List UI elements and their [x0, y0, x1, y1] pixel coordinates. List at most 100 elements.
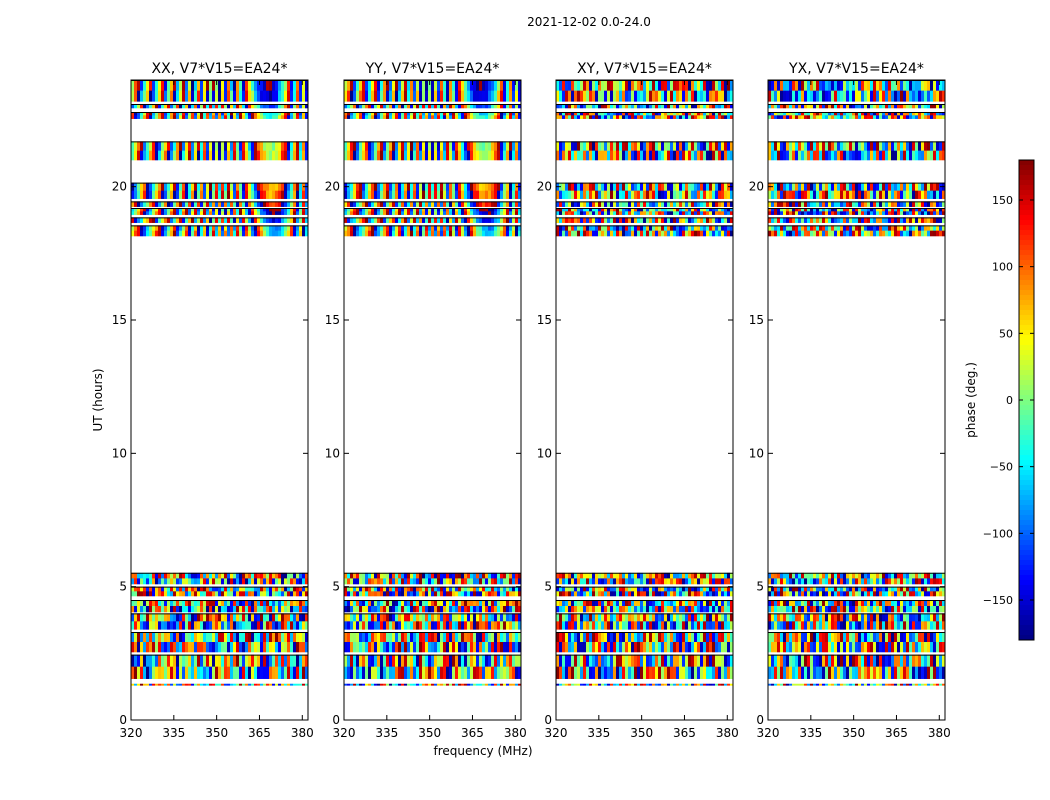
heatmap-cell	[233, 572, 236, 579]
heatmap-cell	[239, 104, 242, 109]
heatmap-cell	[353, 632, 356, 643]
heatmap-cell	[212, 230, 215, 237]
heatmap-cell	[224, 211, 227, 215]
heatmap-cell	[703, 666, 706, 679]
heatmap-cell	[149, 632, 152, 643]
heatmap-cell	[649, 211, 652, 215]
heatmap-cell	[434, 208, 437, 212]
heatmap-cell	[500, 613, 503, 622]
heatmap-cell	[416, 80, 419, 91]
heatmap-cell	[634, 572, 637, 579]
heatmap-cell	[691, 141, 694, 151]
heatmap-cell	[395, 621, 398, 630]
heatmap-cell	[655, 572, 658, 579]
heatmap-cell	[676, 230, 679, 237]
heatmap-cell	[574, 208, 577, 212]
heatmap-cell	[604, 104, 607, 109]
heatmap-cell	[601, 586, 604, 592]
heatmap-cell	[485, 606, 488, 613]
heatmap-cell	[197, 666, 200, 679]
heatmap-cell	[155, 80, 158, 91]
heatmap-cell	[715, 600, 718, 607]
heatmap-cell	[146, 606, 149, 613]
heatmap-cell	[452, 211, 455, 215]
heatmap-cell	[212, 642, 215, 653]
heatmap-cell	[667, 654, 670, 667]
heatmap-cell	[275, 572, 278, 579]
heatmap-cell	[197, 211, 200, 215]
heatmap-cell	[464, 642, 467, 653]
heatmap-cell	[230, 230, 233, 237]
heatmap-cell	[565, 115, 568, 119]
heatmap-cell	[227, 115, 230, 119]
heatmap-cell	[577, 150, 580, 161]
heatmap-cell	[730, 112, 733, 116]
heatmap-cell	[619, 683, 622, 686]
heatmap-cell	[664, 606, 667, 613]
heatmap-cell	[458, 112, 461, 116]
heatmap-cell	[281, 115, 284, 119]
heatmap-cell	[452, 600, 455, 607]
heatmap-cell	[470, 572, 473, 579]
heatmap-cell	[640, 683, 643, 686]
heatmap-cell	[613, 621, 616, 630]
heatmap-cell	[709, 190, 712, 199]
heatmap-cell	[646, 190, 649, 199]
heatmap-cell	[296, 115, 299, 119]
heatmap-cell	[152, 112, 155, 116]
heatmap-cell	[697, 586, 700, 592]
heatmap-cell	[640, 666, 643, 679]
heatmap-cell	[476, 217, 479, 223]
heatmap-cell	[685, 572, 688, 579]
heatmap-cell	[209, 190, 212, 199]
heatmap-cell	[655, 613, 658, 622]
heatmap-cell	[682, 112, 685, 116]
heatmap-cell	[434, 613, 437, 622]
heatmap-cell	[272, 217, 275, 223]
heatmap-cell	[359, 606, 362, 613]
heatmap-cell	[365, 572, 368, 579]
heatmap-cell	[347, 572, 350, 579]
heatmap-cell	[607, 683, 610, 686]
heatmap-cell	[559, 217, 562, 223]
heatmap-cell	[263, 578, 266, 585]
heatmap-cell	[455, 230, 458, 237]
heatmap-cell	[347, 600, 350, 607]
heatmap-cell	[182, 141, 185, 151]
heatmap-cell	[452, 591, 455, 597]
heatmap-cell	[194, 586, 197, 592]
heatmap-cell	[227, 141, 230, 151]
heatmap-cell	[574, 115, 577, 119]
heatmap-cell	[619, 606, 622, 613]
heatmap-cell	[371, 621, 374, 630]
heatmap-cell	[476, 80, 479, 91]
heatmap-cell	[583, 211, 586, 215]
heatmap-cell	[556, 225, 559, 231]
heatmap-cell	[697, 666, 700, 679]
heatmap-cell	[263, 621, 266, 630]
heatmap-cell	[494, 632, 497, 643]
heatmap-cell	[449, 182, 452, 191]
heatmap-cell	[266, 642, 269, 653]
heatmap-cell	[497, 230, 500, 237]
heatmap-cell	[170, 104, 173, 109]
heatmap-cell	[715, 654, 718, 667]
heatmap-cell	[631, 141, 634, 151]
heatmap-cell	[712, 613, 715, 622]
heatmap-cell	[500, 600, 503, 607]
heatmap-cell	[218, 621, 221, 630]
heatmap-cell	[661, 150, 664, 161]
heatmap-cell	[476, 632, 479, 643]
heatmap-cell	[272, 578, 275, 585]
heatmap-cell	[245, 654, 248, 667]
heatmap-cell	[565, 141, 568, 151]
heatmap-cell	[619, 621, 622, 630]
heatmap-cell	[679, 621, 682, 630]
heatmap-cell	[682, 586, 685, 592]
heatmap-cell	[458, 572, 461, 579]
heatmap-cell	[374, 225, 377, 231]
heatmap-cell	[721, 150, 724, 161]
heatmap-cell	[410, 606, 413, 613]
heatmap-cell	[416, 150, 419, 161]
heatmap-cell	[676, 642, 679, 653]
